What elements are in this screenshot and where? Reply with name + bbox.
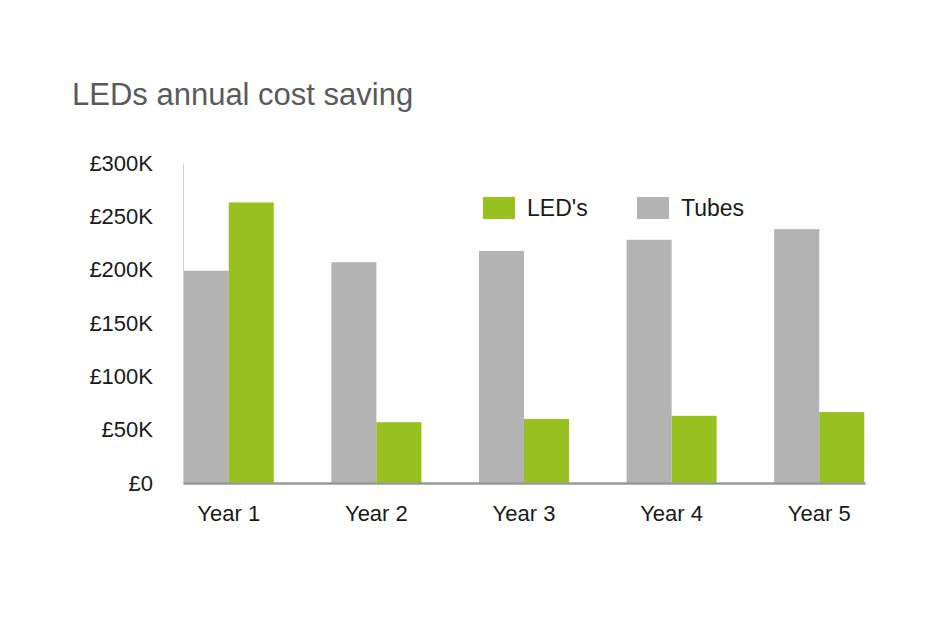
chart: LEDs annual cost saving£0£50K£100K£150K£…: [0, 0, 934, 626]
x-tick: Year 3: [493, 483, 556, 526]
y-tick-label: £300K: [89, 151, 153, 176]
bar: [627, 240, 672, 483]
y-tick-label: £100K: [89, 364, 153, 389]
x-tick-label: Year 2: [345, 501, 408, 526]
y-tick-label: £50K: [102, 417, 154, 442]
x-tick: Year 2: [345, 483, 408, 526]
y-tick-label: £250K: [89, 204, 153, 229]
x-tick: Year 4: [640, 483, 703, 526]
legend-label: LED's: [527, 195, 588, 221]
x-tick: Year 5: [788, 483, 851, 526]
y-axis-line: [183, 164, 184, 484]
legend: LED's Tubes: [483, 195, 744, 221]
title: LEDs annual cost saving: [72, 77, 413, 112]
legend-swatch: [637, 197, 669, 219]
y-tick: £100K: [89, 364, 183, 389]
x-tick: Year 1: [197, 483, 260, 526]
bars: [184, 202, 865, 483]
y-axis: £0 £50K £100K £150K £200K £250K £300K: [89, 151, 183, 496]
bar: [672, 416, 717, 483]
x-axis-line: [184, 482, 866, 485]
bar: [376, 422, 421, 483]
bar: [184, 271, 229, 483]
y-tick: £50K: [102, 417, 183, 442]
y-tick: £250K: [89, 204, 183, 229]
y-tick-label: £200K: [89, 257, 153, 282]
legend-swatch: [483, 197, 515, 219]
background: [0, 0, 934, 626]
bar: [479, 251, 524, 483]
bar: [524, 419, 569, 483]
y-tick-label: £0: [129, 471, 153, 496]
x-tick-label: Year 5: [788, 501, 851, 526]
x-tick-label: Year 3: [493, 501, 556, 526]
y-tick: £150K: [89, 311, 183, 336]
y-tick: £200K: [89, 257, 183, 282]
y-tick-label: £150K: [89, 311, 153, 336]
legend-label: Tubes: [681, 195, 744, 221]
bar: [774, 229, 819, 483]
y-tick: £0: [129, 471, 183, 496]
x-axis: Year 1 Year 2 Year 3 Year 4 Year 5: [184, 483, 866, 526]
x-tick-label: Year 4: [640, 501, 703, 526]
bar: [331, 262, 376, 483]
x-tick-label: Year 1: [197, 501, 260, 526]
bar: [819, 412, 864, 483]
bar: [229, 202, 274, 483]
y-tick: £300K: [89, 151, 183, 176]
